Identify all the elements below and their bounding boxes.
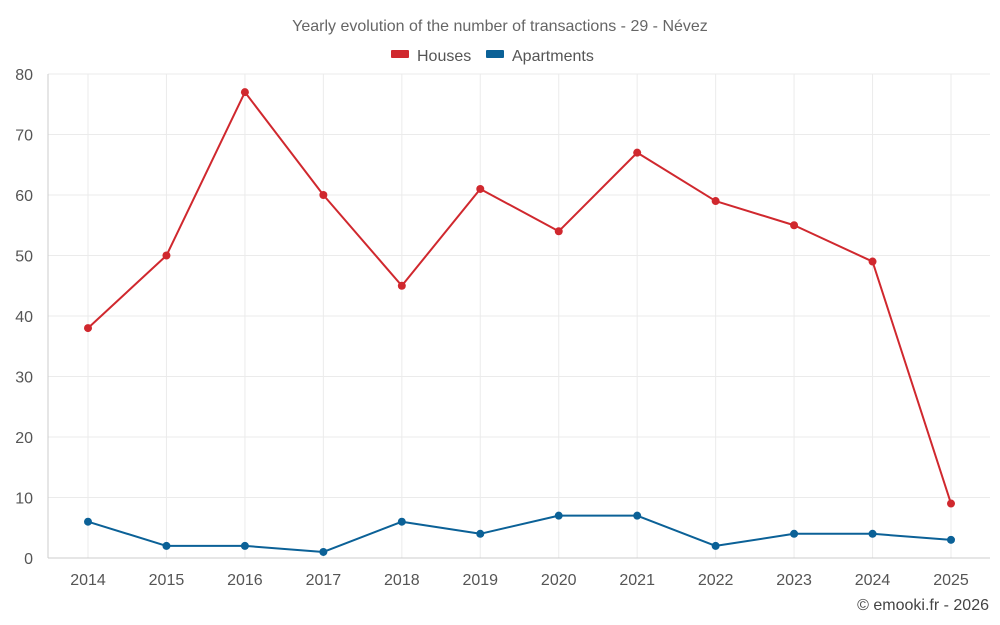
data-point-apartments[interactable] <box>84 517 92 526</box>
data-point-houses[interactable] <box>711 197 720 206</box>
data-point-houses[interactable] <box>633 148 642 157</box>
legend-label-apartments[interactable]: Apartments <box>512 48 594 65</box>
chart-title: Yearly evolution of the number of transa… <box>292 18 708 35</box>
data-point-houses[interactable] <box>397 281 406 290</box>
data-point-apartments[interactable] <box>476 529 485 538</box>
data-point-apartments[interactable] <box>554 511 563 520</box>
data-point-apartments[interactable] <box>240 541 249 550</box>
data-point-apartments[interactable] <box>397 517 406 526</box>
y-tick-label: 0 <box>24 551 33 568</box>
y-tick-label: 20 <box>15 430 33 447</box>
x-tick-label: 2022 <box>698 572 734 589</box>
x-tick-label: 2025 <box>933 572 969 589</box>
x-tick-label: 2019 <box>462 572 498 589</box>
x-tick-label: 2018 <box>384 572 420 589</box>
legend-swatch-apartments <box>486 50 504 58</box>
grid <box>48 73 990 558</box>
series-line-apartments <box>87 514 952 553</box>
data-point-houses[interactable] <box>476 184 485 193</box>
x-tick-label: 2015 <box>149 572 185 589</box>
y-tick-label: 30 <box>15 370 33 387</box>
data-point-apartments[interactable] <box>162 541 171 550</box>
data-point-apartments[interactable] <box>711 541 720 550</box>
data-point-houses[interactable] <box>84 324 92 333</box>
series-line-houses <box>87 91 952 504</box>
y-tick-label: 50 <box>15 249 33 266</box>
series-apartments <box>84 511 955 556</box>
data-point-houses[interactable] <box>947 499 955 508</box>
y-tick-label: 70 <box>15 128 33 145</box>
data-point-apartments[interactable] <box>319 547 328 556</box>
data-point-houses[interactable] <box>554 227 563 236</box>
legend: Houses Apartments <box>391 48 594 65</box>
data-point-houses[interactable] <box>162 251 171 260</box>
data-point-apartments[interactable] <box>868 529 877 538</box>
y-tick-label: 80 <box>15 67 33 84</box>
legend-label-houses[interactable]: Houses <box>417 48 471 65</box>
data-point-houses[interactable] <box>868 257 877 266</box>
data-point-apartments[interactable] <box>790 529 799 538</box>
x-tick-label: 2021 <box>619 572 655 589</box>
y-tick-label: 10 <box>15 491 33 508</box>
legend-swatch-houses <box>391 50 409 58</box>
credit: © emooki.fr - 2026 <box>857 597 989 614</box>
x-axis: 2014 2015 2016 2017 2018 2019 2020 2021 2022 2023… <box>48 557 990 589</box>
data-point-houses[interactable] <box>240 88 249 97</box>
data-point-houses[interactable] <box>790 221 799 230</box>
x-tick-label: 2014 <box>70 572 106 589</box>
series <box>84 88 955 556</box>
y-tick-label: 40 <box>15 309 33 326</box>
series-houses <box>84 88 955 508</box>
data-point-apartments[interactable] <box>633 511 642 520</box>
y-axis: 0 10 20 30 40 50 60 70 80 <box>15 67 49 568</box>
x-tick-label: 2017 <box>306 572 342 589</box>
x-tick-label: 2023 <box>776 572 812 589</box>
x-tick-label: 2016 <box>227 572 263 589</box>
x-tick-label: 2024 <box>855 572 891 589</box>
data-point-apartments[interactable] <box>947 535 955 544</box>
data-point-houses[interactable] <box>319 191 328 199</box>
x-tick-label: 2020 <box>541 572 577 589</box>
y-tick-label: 60 <box>15 188 33 205</box>
